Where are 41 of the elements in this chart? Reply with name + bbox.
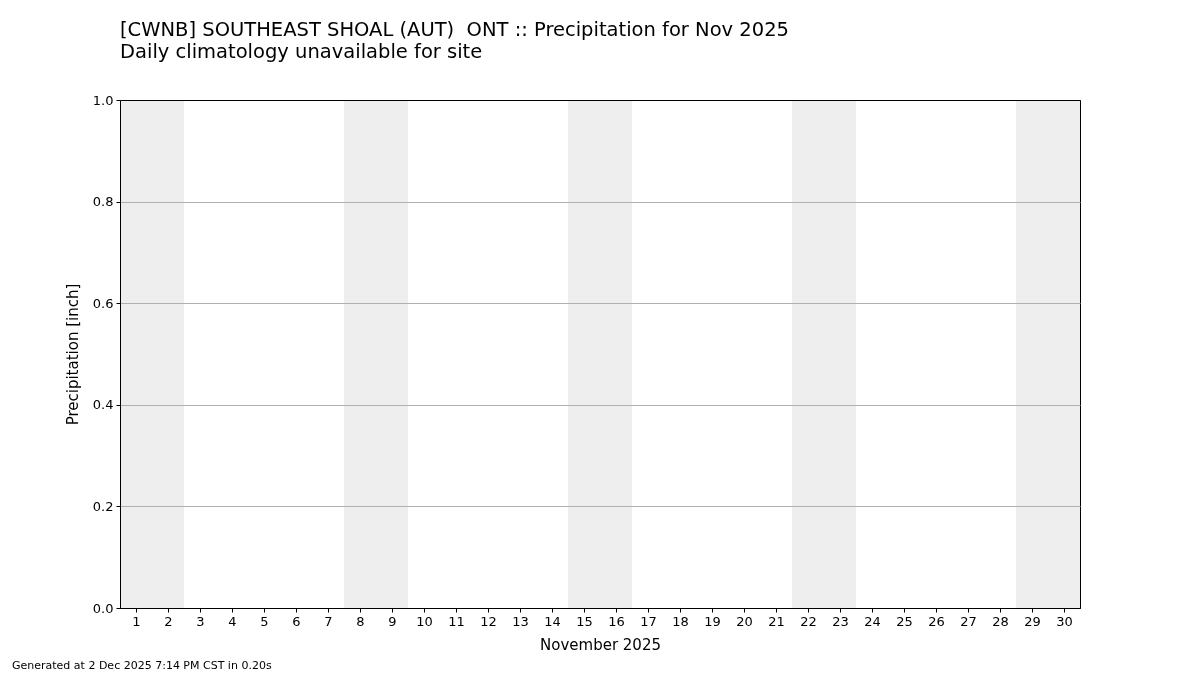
x-tick-label: 18 bbox=[672, 613, 689, 629]
x-tick-label: 13 bbox=[512, 613, 529, 629]
x-tick-label: 14 bbox=[544, 613, 561, 629]
x-tick-label: 26 bbox=[928, 613, 945, 629]
x-tick-label: 7 bbox=[324, 613, 333, 629]
x-tick-label: 24 bbox=[864, 613, 881, 629]
x-tick-label: 23 bbox=[832, 613, 849, 629]
chart-title: [CWNB] SOUTHEAST SHOAL (AUT) ONT :: Precipitation for Nov 2025 bbox=[120, 18, 789, 41]
y-tick-label: 0.0 bbox=[92, 600, 114, 616]
x-tick-label: 19 bbox=[704, 613, 721, 629]
x-tick-label: 27 bbox=[960, 613, 977, 629]
y-tick-label: 1.0 bbox=[92, 92, 114, 108]
x-tick-label: 4 bbox=[228, 613, 237, 629]
x-tick-label: 28 bbox=[992, 613, 1009, 629]
x-tick-label: 20 bbox=[736, 613, 753, 629]
x-tick-label: 21 bbox=[768, 613, 785, 629]
text: Generated at 2 Dec 2025 7:14 PM CST in 0.20s bbox=[12, 659, 272, 672]
x-tick-label: 22 bbox=[800, 613, 817, 629]
x-tick-label: 16 bbox=[608, 613, 625, 629]
x-tick-label: 6 bbox=[292, 613, 301, 629]
x-axis-title: November 2025 bbox=[540, 635, 661, 654]
y-tick-label: 0.4 bbox=[92, 397, 114, 413]
x-tick-label: 1 bbox=[132, 613, 141, 629]
x-tick-label: 29 bbox=[1024, 613, 1041, 629]
x-tick-label: 25 bbox=[896, 613, 913, 629]
x-tick-label: 12 bbox=[480, 613, 497, 629]
y-tick-label: 0.6 bbox=[92, 295, 114, 311]
y-axis-title: Precipitation [inch] bbox=[63, 283, 82, 426]
x-tick-label: 30 bbox=[1056, 613, 1073, 629]
x-tick-label: 3 bbox=[196, 613, 205, 629]
x-tick-label: 8 bbox=[356, 613, 365, 629]
x-tick-label: 17 bbox=[640, 613, 657, 629]
x-tick-label: 15 bbox=[576, 613, 593, 629]
y-tick-label: 0.8 bbox=[92, 194, 114, 210]
chart-subtitle: Daily climatology unavailable for site bbox=[120, 39, 483, 63]
x-tick-label: 10 bbox=[416, 613, 433, 629]
x-tick-label: 11 bbox=[448, 613, 465, 629]
x-tick-label: 9 bbox=[388, 613, 397, 629]
y-tick-label: 0.2 bbox=[92, 498, 114, 514]
x-tick-label: 2 bbox=[164, 613, 173, 629]
x-tick-label: 5 bbox=[260, 613, 269, 629]
